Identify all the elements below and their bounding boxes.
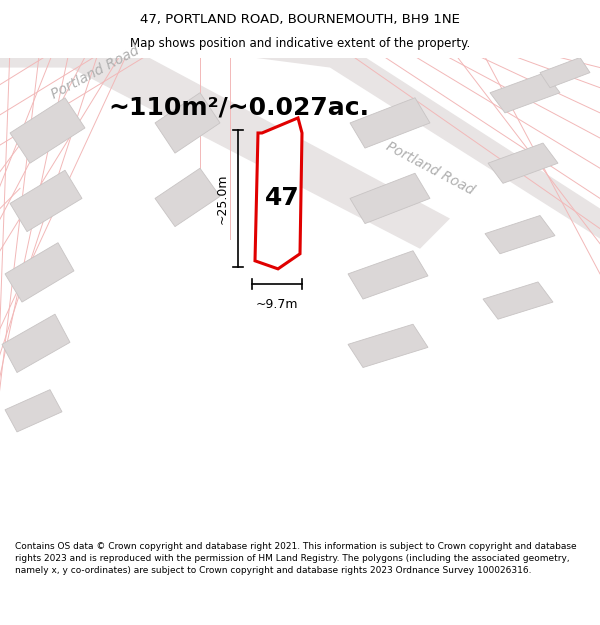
Text: Portland Road: Portland Road bbox=[49, 44, 142, 102]
Text: 47, PORTLAND ROAD, BOURNEMOUTH, BH9 1NE: 47, PORTLAND ROAD, BOURNEMOUTH, BH9 1NE bbox=[140, 12, 460, 26]
Polygon shape bbox=[488, 143, 558, 183]
Polygon shape bbox=[483, 282, 553, 319]
Polygon shape bbox=[175, 48, 600, 239]
Polygon shape bbox=[155, 168, 220, 227]
Polygon shape bbox=[348, 324, 428, 368]
Polygon shape bbox=[0, 48, 450, 249]
Polygon shape bbox=[485, 216, 555, 254]
Text: ~25.0m: ~25.0m bbox=[215, 173, 229, 224]
Text: Map shows position and indicative extent of the property.: Map shows position and indicative extent… bbox=[130, 38, 470, 51]
Polygon shape bbox=[10, 170, 82, 232]
Text: Contains OS data © Crown copyright and database right 2021. This information is : Contains OS data © Crown copyright and d… bbox=[15, 542, 577, 575]
Polygon shape bbox=[490, 72, 560, 113]
Polygon shape bbox=[5, 242, 74, 302]
Polygon shape bbox=[540, 58, 590, 88]
Polygon shape bbox=[350, 173, 430, 224]
Polygon shape bbox=[10, 98, 85, 163]
Polygon shape bbox=[5, 389, 62, 432]
Polygon shape bbox=[348, 251, 428, 299]
Polygon shape bbox=[350, 98, 430, 148]
Polygon shape bbox=[2, 314, 70, 372]
Text: ~110m²/~0.027ac.: ~110m²/~0.027ac. bbox=[108, 96, 369, 120]
Text: Portland Road: Portland Road bbox=[383, 139, 476, 198]
Polygon shape bbox=[255, 118, 302, 269]
Text: ~9.7m: ~9.7m bbox=[256, 298, 298, 311]
Text: 47: 47 bbox=[265, 186, 299, 211]
Polygon shape bbox=[155, 92, 220, 153]
